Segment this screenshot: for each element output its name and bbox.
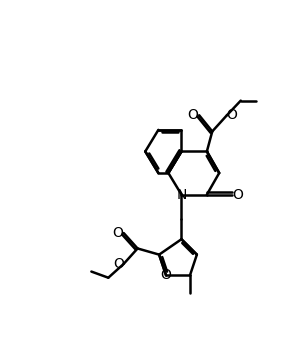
Text: O: O: [161, 268, 171, 283]
Text: O: O: [188, 108, 199, 122]
Text: N: N: [176, 188, 187, 201]
Text: O: O: [232, 188, 243, 201]
Text: O: O: [113, 257, 124, 271]
Text: O: O: [112, 226, 123, 240]
Text: O: O: [226, 108, 237, 122]
